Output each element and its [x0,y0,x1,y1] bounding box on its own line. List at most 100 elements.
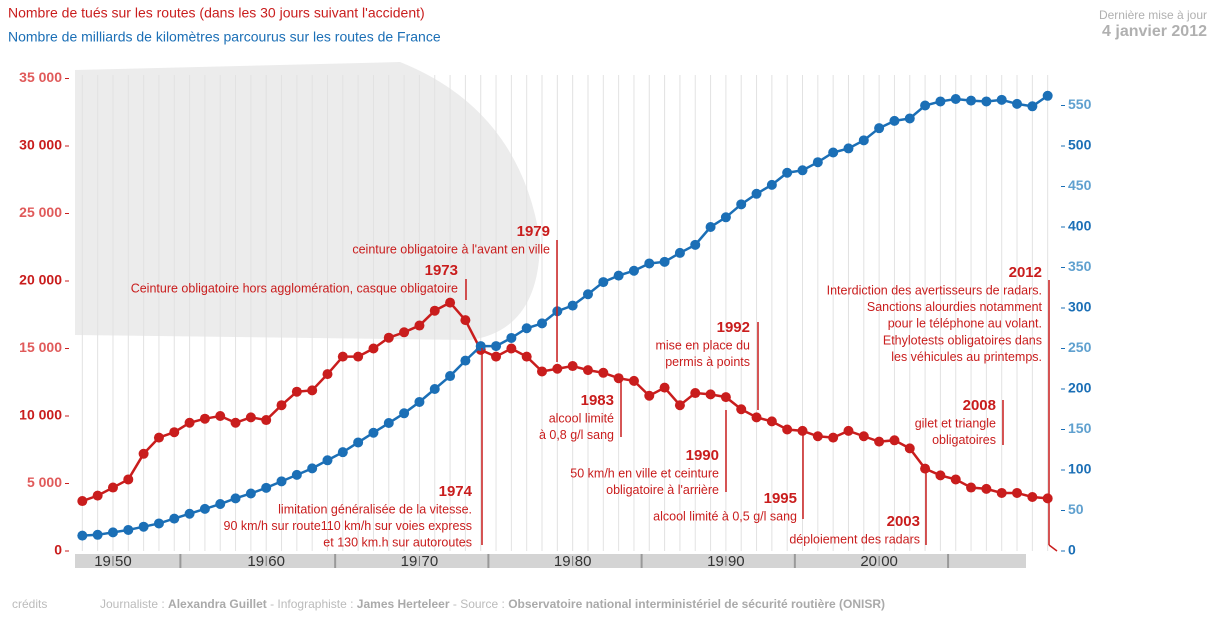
data-point [996,487,1007,498]
x-tick-label: 20 00 [860,553,898,570]
data-point [613,270,624,281]
annotation-title: 1973 [425,262,458,279]
data-point [582,365,593,376]
annotation-text: obligatoires [932,433,996,447]
data-point [858,431,869,442]
data-point [138,521,149,532]
data-point [521,351,532,362]
annotation-text: Ethylotests obligatoires dans [883,333,1042,347]
data-point [245,488,256,499]
data-point [690,239,701,250]
x-tick-label: 19 60 [247,553,285,570]
data-point [705,389,716,400]
data-point [782,167,793,178]
y2-tick-label: 0 [1068,542,1076,558]
data-point [874,123,885,134]
data-point [123,524,134,535]
footer-part: Alexandra Guillet [168,597,267,611]
data-point [950,474,961,485]
y2-tick-label: 200 [1068,380,1092,396]
data-point [322,369,333,380]
annotation-text: alcool limité [549,411,614,425]
y2-tick-label: 350 [1068,258,1092,274]
data-point [107,527,118,538]
data-point [92,490,103,501]
data-point [353,351,364,362]
data-point [169,427,180,438]
annotation-text: gilet et triangle [915,416,996,430]
annotation-text: obligatoire à l'arrière [606,483,719,497]
y2-tick-label: 400 [1068,218,1092,234]
data-point [812,157,823,168]
annotation-text: Sanctions alourdies notamment [867,300,1043,314]
data-point [828,147,839,158]
data-point [659,256,670,267]
annotation-title: 1983 [581,392,614,409]
data-point [904,113,915,124]
data-point [230,417,241,428]
data-point [460,315,471,326]
footer-part: - Source : [450,597,509,611]
data-point [337,447,348,458]
data-point [996,94,1007,105]
data-point [582,289,593,300]
data-point [368,427,379,438]
y-tick-label: 15 000 [19,339,62,355]
data-point [598,367,609,378]
data-point [935,470,946,481]
annotation-text: déploiement des radars [789,532,920,546]
data-point [843,425,854,436]
data-point [751,188,762,199]
data-point [674,247,685,258]
data-point [1042,493,1053,504]
update-label: Dernière mise à jour [1099,8,1207,22]
data-point [138,448,149,459]
annotation-text: Ceinture obligatoire hors agglomération,… [131,281,458,295]
data-point [368,343,379,354]
y2-tick-label: 550 [1068,96,1092,112]
x-tick-label: 19 80 [554,553,592,570]
data-point [920,463,931,474]
annotation-text: et 130 km.h sur autoroutes [323,536,472,550]
x-tick-label: 19 90 [707,553,745,570]
data-point [291,469,302,480]
footer-part: Journaliste : [100,597,168,611]
data-point [1012,487,1023,498]
data-point [981,96,992,107]
data-point [628,375,639,386]
data-point [736,199,747,210]
data-point [843,143,854,154]
data-point [491,351,502,362]
data-point [874,436,885,447]
data-point [812,431,823,442]
data-point [613,373,624,384]
data-point [169,513,180,524]
data-point [766,416,777,427]
data-point [537,366,548,377]
annotation-text: alcool limité à 0,5 g/l sang [653,509,797,523]
data-point [720,212,731,223]
credits: crédits [12,597,47,611]
data-point [598,277,609,288]
data-point [521,323,532,334]
data-point [537,318,548,329]
footer-part: James Herteleer [357,597,450,611]
annotation-line [1048,544,1058,552]
data-point [77,496,88,507]
data-point [1042,90,1053,101]
data-point [475,341,486,352]
data-point [782,424,793,435]
y-tick-label: 35 000 [19,69,62,85]
data-point [215,499,226,510]
data-point [445,297,456,308]
data-point [414,396,425,407]
data-point [1012,98,1023,109]
data-point [736,404,747,415]
data-point [429,384,440,394]
data-point [307,385,318,396]
data-point [414,320,425,331]
data-point [567,361,578,372]
data-point [445,371,456,382]
data-point [644,390,655,401]
